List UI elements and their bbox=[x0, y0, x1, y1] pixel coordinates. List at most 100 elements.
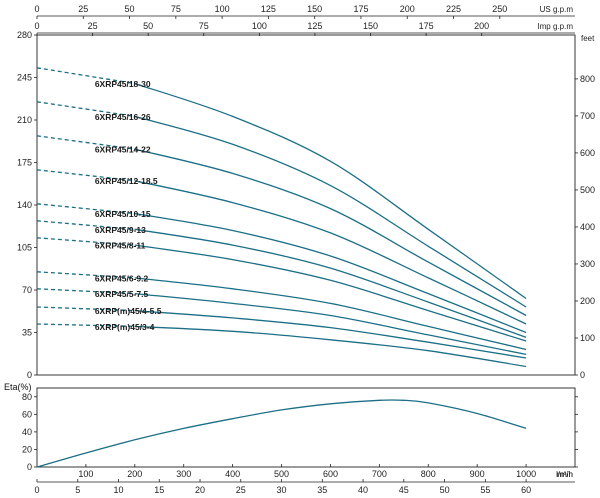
m3h-tick-label: 50 bbox=[440, 485, 450, 495]
head-curve-dashed bbox=[36, 135, 135, 150]
curve-label: 6XRP45/18-30 bbox=[95, 79, 151, 89]
head-curve bbox=[134, 325, 527, 368]
right-tick-label: 0 bbox=[580, 370, 585, 380]
top-tick-label: 25 bbox=[78, 4, 88, 14]
curve-label: 6XRP45/14-22 bbox=[95, 145, 151, 155]
curve-label: 6XRP45/10-15 bbox=[95, 209, 151, 219]
left-tick-label: 35 bbox=[22, 328, 32, 338]
top-tick-label: 175 bbox=[419, 21, 434, 31]
left-tick-label: 245 bbox=[17, 73, 32, 83]
lpm-tick-label: 500 bbox=[274, 469, 289, 479]
top-flow-axes: 0 25 50 75 100 125 150 175 200 225 250 US g.p.m 0 25 5… bbox=[34, 4, 575, 36]
top-axis-unit: Imp g.p.m bbox=[537, 22, 573, 31]
right-tick-label: 600 bbox=[580, 148, 595, 158]
head-curve bbox=[134, 277, 527, 351]
top-tick-label: 150 bbox=[307, 4, 322, 14]
lpm-unit: l/min bbox=[556, 470, 573, 479]
head-curve-dashed bbox=[36, 271, 135, 279]
curve-label: 6XRP(m)45/4-5.5 bbox=[95, 306, 162, 316]
head-curve bbox=[134, 180, 527, 325]
curve-label: 6XRP45/9-13 bbox=[95, 225, 146, 235]
lpm-tick-label: 100 bbox=[78, 469, 93, 479]
m3h-tick-label: 10 bbox=[114, 485, 124, 495]
head-curve-dashed bbox=[36, 220, 135, 230]
left-tick-label: 70 bbox=[22, 285, 32, 295]
right-tick-label: 700 bbox=[580, 111, 595, 121]
top-axis-unit: US g.p.m bbox=[540, 5, 574, 14]
lpm-tick-label: 400 bbox=[225, 469, 240, 479]
head-curve-dashed bbox=[36, 237, 135, 246]
curve-label: 6XRP45/12-18.5 bbox=[95, 176, 158, 186]
eta-curve bbox=[36, 399, 527, 468]
curve-label: 6XRP45/6-9.2 bbox=[95, 273, 149, 283]
lpm-tick-label: 700 bbox=[372, 469, 387, 479]
m3h-tick-label: 15 bbox=[154, 485, 164, 495]
head-curve-dashed bbox=[36, 169, 135, 182]
right-tick-label: 200 bbox=[580, 296, 595, 306]
top-tick-label: 50 bbox=[125, 4, 135, 14]
m3h-unit: m³/h bbox=[557, 470, 573, 479]
lpm-tick-label: 900 bbox=[470, 469, 485, 479]
lpm-tick-label: 300 bbox=[176, 469, 191, 479]
top-tick-label: 75 bbox=[199, 21, 209, 31]
m3h-tick-label: 5 bbox=[75, 485, 80, 495]
top-tick-label: 175 bbox=[353, 4, 368, 14]
top-tick-label: 50 bbox=[143, 21, 153, 31]
lpm-tick-label: 600 bbox=[323, 469, 338, 479]
top-tick-label: 200 bbox=[400, 4, 415, 14]
eta-tick-label: 40 bbox=[22, 427, 32, 437]
top-tick-label: 125 bbox=[261, 4, 276, 14]
head-curve-dashed bbox=[36, 288, 135, 295]
m3h-tick-label: 40 bbox=[358, 485, 368, 495]
m3h-tick-label: 20 bbox=[195, 485, 205, 495]
m3h-tick-label: 25 bbox=[236, 485, 246, 495]
curve-label: 6XRP(m)45/3-4 bbox=[95, 322, 155, 332]
lpm-tick-label: 800 bbox=[421, 469, 436, 479]
eta-axis-title: Eta(%) bbox=[4, 382, 32, 392]
top-tick-label: 100 bbox=[215, 4, 230, 14]
left-tick-label: 280 bbox=[17, 30, 32, 40]
eta-plot-frame bbox=[36, 387, 576, 468]
eta-tick-label: 60 bbox=[22, 409, 32, 419]
left-tick-label: 140 bbox=[17, 200, 32, 210]
left-tick-label: 0 bbox=[27, 370, 32, 380]
top-tick-label: 200 bbox=[474, 21, 489, 31]
curve-label: 6XRP45/16-26 bbox=[95, 112, 151, 122]
head-panel: 0 35 70 105 140 175 210 245 280 0 100 200 300 400 500 6… bbox=[17, 30, 595, 380]
left-tick-label: 105 bbox=[17, 243, 32, 253]
head-curve bbox=[134, 115, 527, 308]
right-tick-label: 800 bbox=[580, 74, 595, 84]
top-tick-label: 100 bbox=[252, 21, 267, 31]
bottom-m3h-axis: 0 5 10 15 20 25 30 35 40 45 50 55 60 m³/h bbox=[34, 470, 575, 495]
head-curve-dashed bbox=[36, 323, 135, 328]
head-curve bbox=[134, 82, 527, 300]
right-axis-title: feet bbox=[581, 34, 595, 43]
top-tick-label: 250 bbox=[492, 4, 507, 14]
eta-tick-label: 0 bbox=[27, 462, 32, 472]
m3h-tick-label: 60 bbox=[521, 485, 531, 495]
top-tick-label: 125 bbox=[307, 21, 322, 31]
top-tick-label: 75 bbox=[171, 4, 181, 14]
lpm-tick-label: 200 bbox=[127, 469, 142, 479]
head-curve-dashed bbox=[36, 101, 135, 118]
head-curve-dashed bbox=[36, 306, 135, 312]
right-tick-label: 400 bbox=[580, 222, 595, 232]
head-curve bbox=[134, 309, 527, 359]
right-tick-label: 500 bbox=[580, 185, 595, 195]
lpm-tick-label: 1000 bbox=[516, 469, 536, 479]
head-curve bbox=[134, 292, 527, 356]
left-tick-label: 175 bbox=[17, 158, 32, 168]
m3h-tick-label: 45 bbox=[399, 485, 409, 495]
curve-label: 6XRP45/8-11 bbox=[95, 241, 146, 251]
m3h-tick-label: 30 bbox=[277, 485, 287, 495]
eta-tick-label: 80 bbox=[22, 392, 32, 402]
right-tick-label: 100 bbox=[580, 333, 595, 343]
m3h-tick-label: 55 bbox=[480, 485, 490, 495]
curve-label: 6XRP45/5-7.5 bbox=[95, 289, 149, 299]
top-tick-label: 0 bbox=[34, 21, 39, 31]
head-curve bbox=[134, 244, 527, 342]
m3h-tick-label: 0 bbox=[34, 485, 39, 495]
top-tick-label: 0 bbox=[34, 4, 39, 14]
